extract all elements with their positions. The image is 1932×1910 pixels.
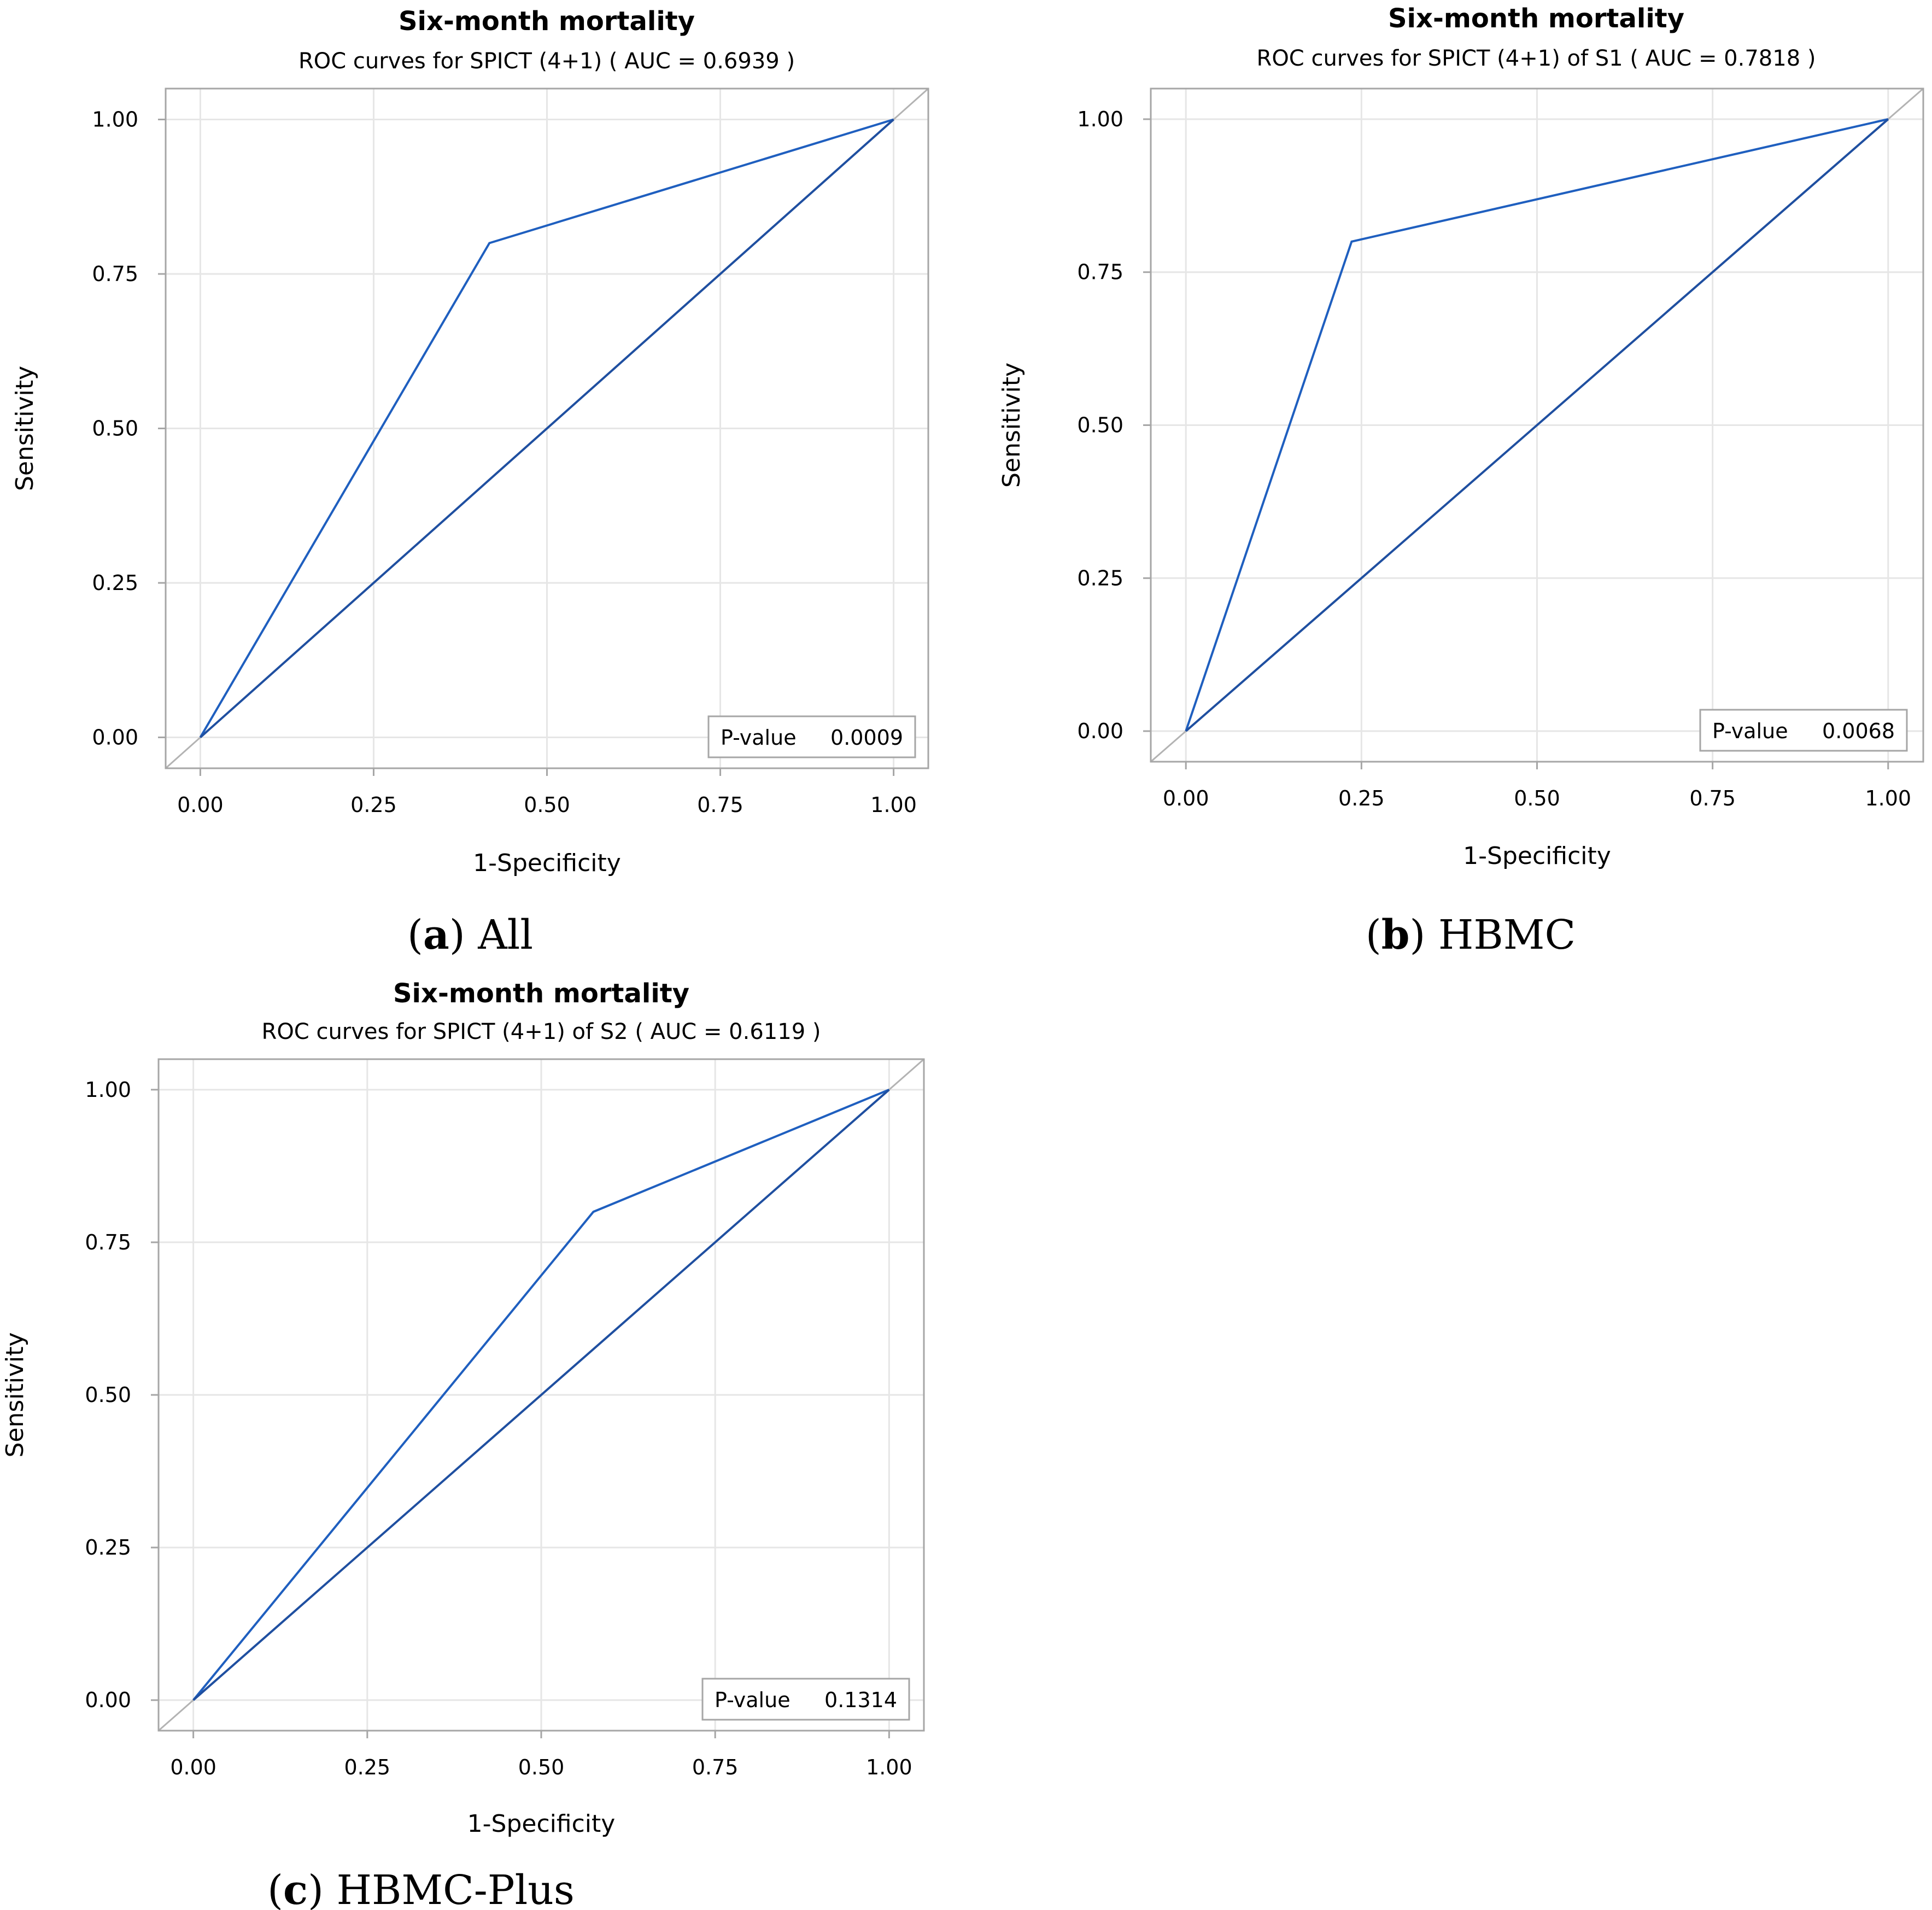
- y-tick-label: 0.50: [85, 1383, 131, 1407]
- x-tick-label: 0.00: [177, 793, 224, 817]
- caption-letter: b: [1381, 912, 1410, 959]
- chart-subtitle: ROC curves for SPICT (4+1) ( AUC = 0.693…: [298, 49, 795, 74]
- y-tick-label: 1.00: [85, 1078, 131, 1102]
- y-tick-label: 0.50: [1077, 413, 1123, 437]
- y-tick-label: 1.00: [1077, 107, 1123, 131]
- y-tick-label: 0.75: [85, 1230, 131, 1254]
- chart-subtitle: ROC curves for SPICT (4+1) of S1 ( AUC =…: [1257, 46, 1816, 71]
- caption-paren-open: (: [1366, 912, 1381, 959]
- p-value-box: [701, 1678, 910, 1721]
- chance-line: [1185, 118, 1889, 732]
- caption-paren-close: ): [449, 912, 478, 959]
- x-tick-label: 0.25: [350, 793, 397, 817]
- roc-panel-b: Six-month mortality ROC curves for SPICT …: [998, 3, 1924, 959]
- p-value-number: 0.0009: [830, 726, 903, 750]
- p-value-box: [707, 715, 916, 758]
- x-tick-label: 0.25: [344, 1755, 391, 1779]
- chance-line: [192, 1089, 890, 1701]
- x-tick-label: 1.00: [1865, 786, 1911, 810]
- y-axis-label: Sensitivity: [998, 363, 1026, 488]
- y-tick-label: 0.50: [92, 417, 138, 441]
- x-tick-label: 0.50: [524, 793, 570, 817]
- roc-curve-line: [199, 118, 894, 738]
- p-value-label: P-value: [1712, 719, 1788, 743]
- panel-caption: (c) HBMC-Plus: [267, 1867, 575, 1910]
- x-tick-label: 0.00: [170, 1755, 216, 1779]
- y-axis-label: Sensitivity: [1, 1332, 29, 1457]
- panel-caption: (a) All: [407, 912, 533, 959]
- roc-curve-line: [192, 1088, 890, 1701]
- y-tick-label: 0.00: [1077, 719, 1123, 743]
- x-tick-label: 0.00: [1163, 786, 1209, 810]
- p-value-number: 0.0068: [1822, 719, 1895, 743]
- x-tick-label: 1.00: [870, 793, 917, 817]
- p-value-number: 0.1314: [824, 1688, 897, 1712]
- y-tick-label: 0.00: [92, 726, 138, 750]
- chart-title: Six-month mortality: [393, 978, 689, 1009]
- caption-letter: a: [423, 912, 449, 959]
- y-tick-label: 0.25: [85, 1535, 131, 1559]
- caption-text: HBMC-Plus: [336, 1867, 574, 1910]
- y-tick-label: 0.00: [85, 1688, 131, 1712]
- p-value-label: P-value: [715, 1688, 791, 1712]
- y-tick-label: 0.75: [1077, 260, 1123, 284]
- chart-title: Six-month mortality: [1388, 3, 1684, 34]
- x-axis-label: 1-Specificity: [467, 1810, 616, 1838]
- caption-paren-open: (: [407, 912, 423, 959]
- x-axis-label: 1-Specificity: [1463, 842, 1611, 870]
- x-tick-label: 0.75: [697, 793, 743, 817]
- chart-title: Six-month mortality: [399, 6, 695, 37]
- p-value-label: P-value: [721, 726, 797, 750]
- caption-paren-open: (: [267, 1867, 283, 1910]
- x-tick-label: 0.50: [1514, 786, 1560, 810]
- panel-caption: (b) HBMC: [1366, 912, 1576, 959]
- caption-paren-close: ): [308, 1867, 336, 1910]
- x-tick-label: 1.00: [866, 1755, 912, 1779]
- roc-panel-a: Six-month mortality ROC curves for SPICT …: [11, 6, 929, 959]
- roc-curve-line: [1185, 118, 1889, 732]
- caption-letter: c: [283, 1867, 308, 1910]
- y-tick-label: 0.25: [92, 571, 138, 595]
- y-axis-label: Sensitivity: [11, 366, 39, 491]
- chart-subtitle: ROC curves for SPICT (4+1) of S2 ( AUC =…: [262, 1019, 821, 1044]
- y-tick-label: 0.25: [1077, 566, 1123, 590]
- caption-paren-close: ): [1409, 912, 1438, 959]
- caption-text: HBMC: [1438, 912, 1576, 959]
- y-tick-label: 1.00: [92, 108, 138, 132]
- x-axis-label: 1-Specificity: [473, 849, 621, 877]
- y-tick-label: 0.75: [92, 262, 138, 286]
- x-tick-label: 0.75: [692, 1755, 739, 1779]
- x-tick-label: 0.50: [518, 1755, 565, 1779]
- chance-line: [200, 119, 894, 738]
- caption-text: All: [477, 912, 533, 959]
- roc-panel-c: Six-month mortality ROC curves for SPICT …: [1, 978, 925, 1910]
- x-tick-label: 0.75: [1689, 786, 1736, 810]
- p-value-box: [1699, 709, 1908, 752]
- x-tick-label: 0.25: [1338, 786, 1385, 810]
